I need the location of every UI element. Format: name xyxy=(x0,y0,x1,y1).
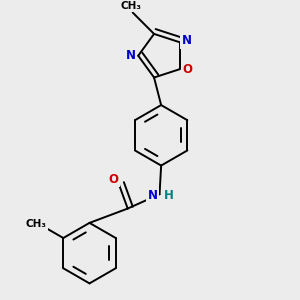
Text: CH₃: CH₃ xyxy=(121,1,142,10)
Text: N: N xyxy=(182,34,192,47)
Text: CH₃: CH₃ xyxy=(25,220,46,230)
Text: N: N xyxy=(126,49,136,62)
Text: O: O xyxy=(182,63,192,76)
Text: H: H xyxy=(164,189,173,202)
Text: O: O xyxy=(108,173,118,186)
Text: N: N xyxy=(148,189,158,202)
